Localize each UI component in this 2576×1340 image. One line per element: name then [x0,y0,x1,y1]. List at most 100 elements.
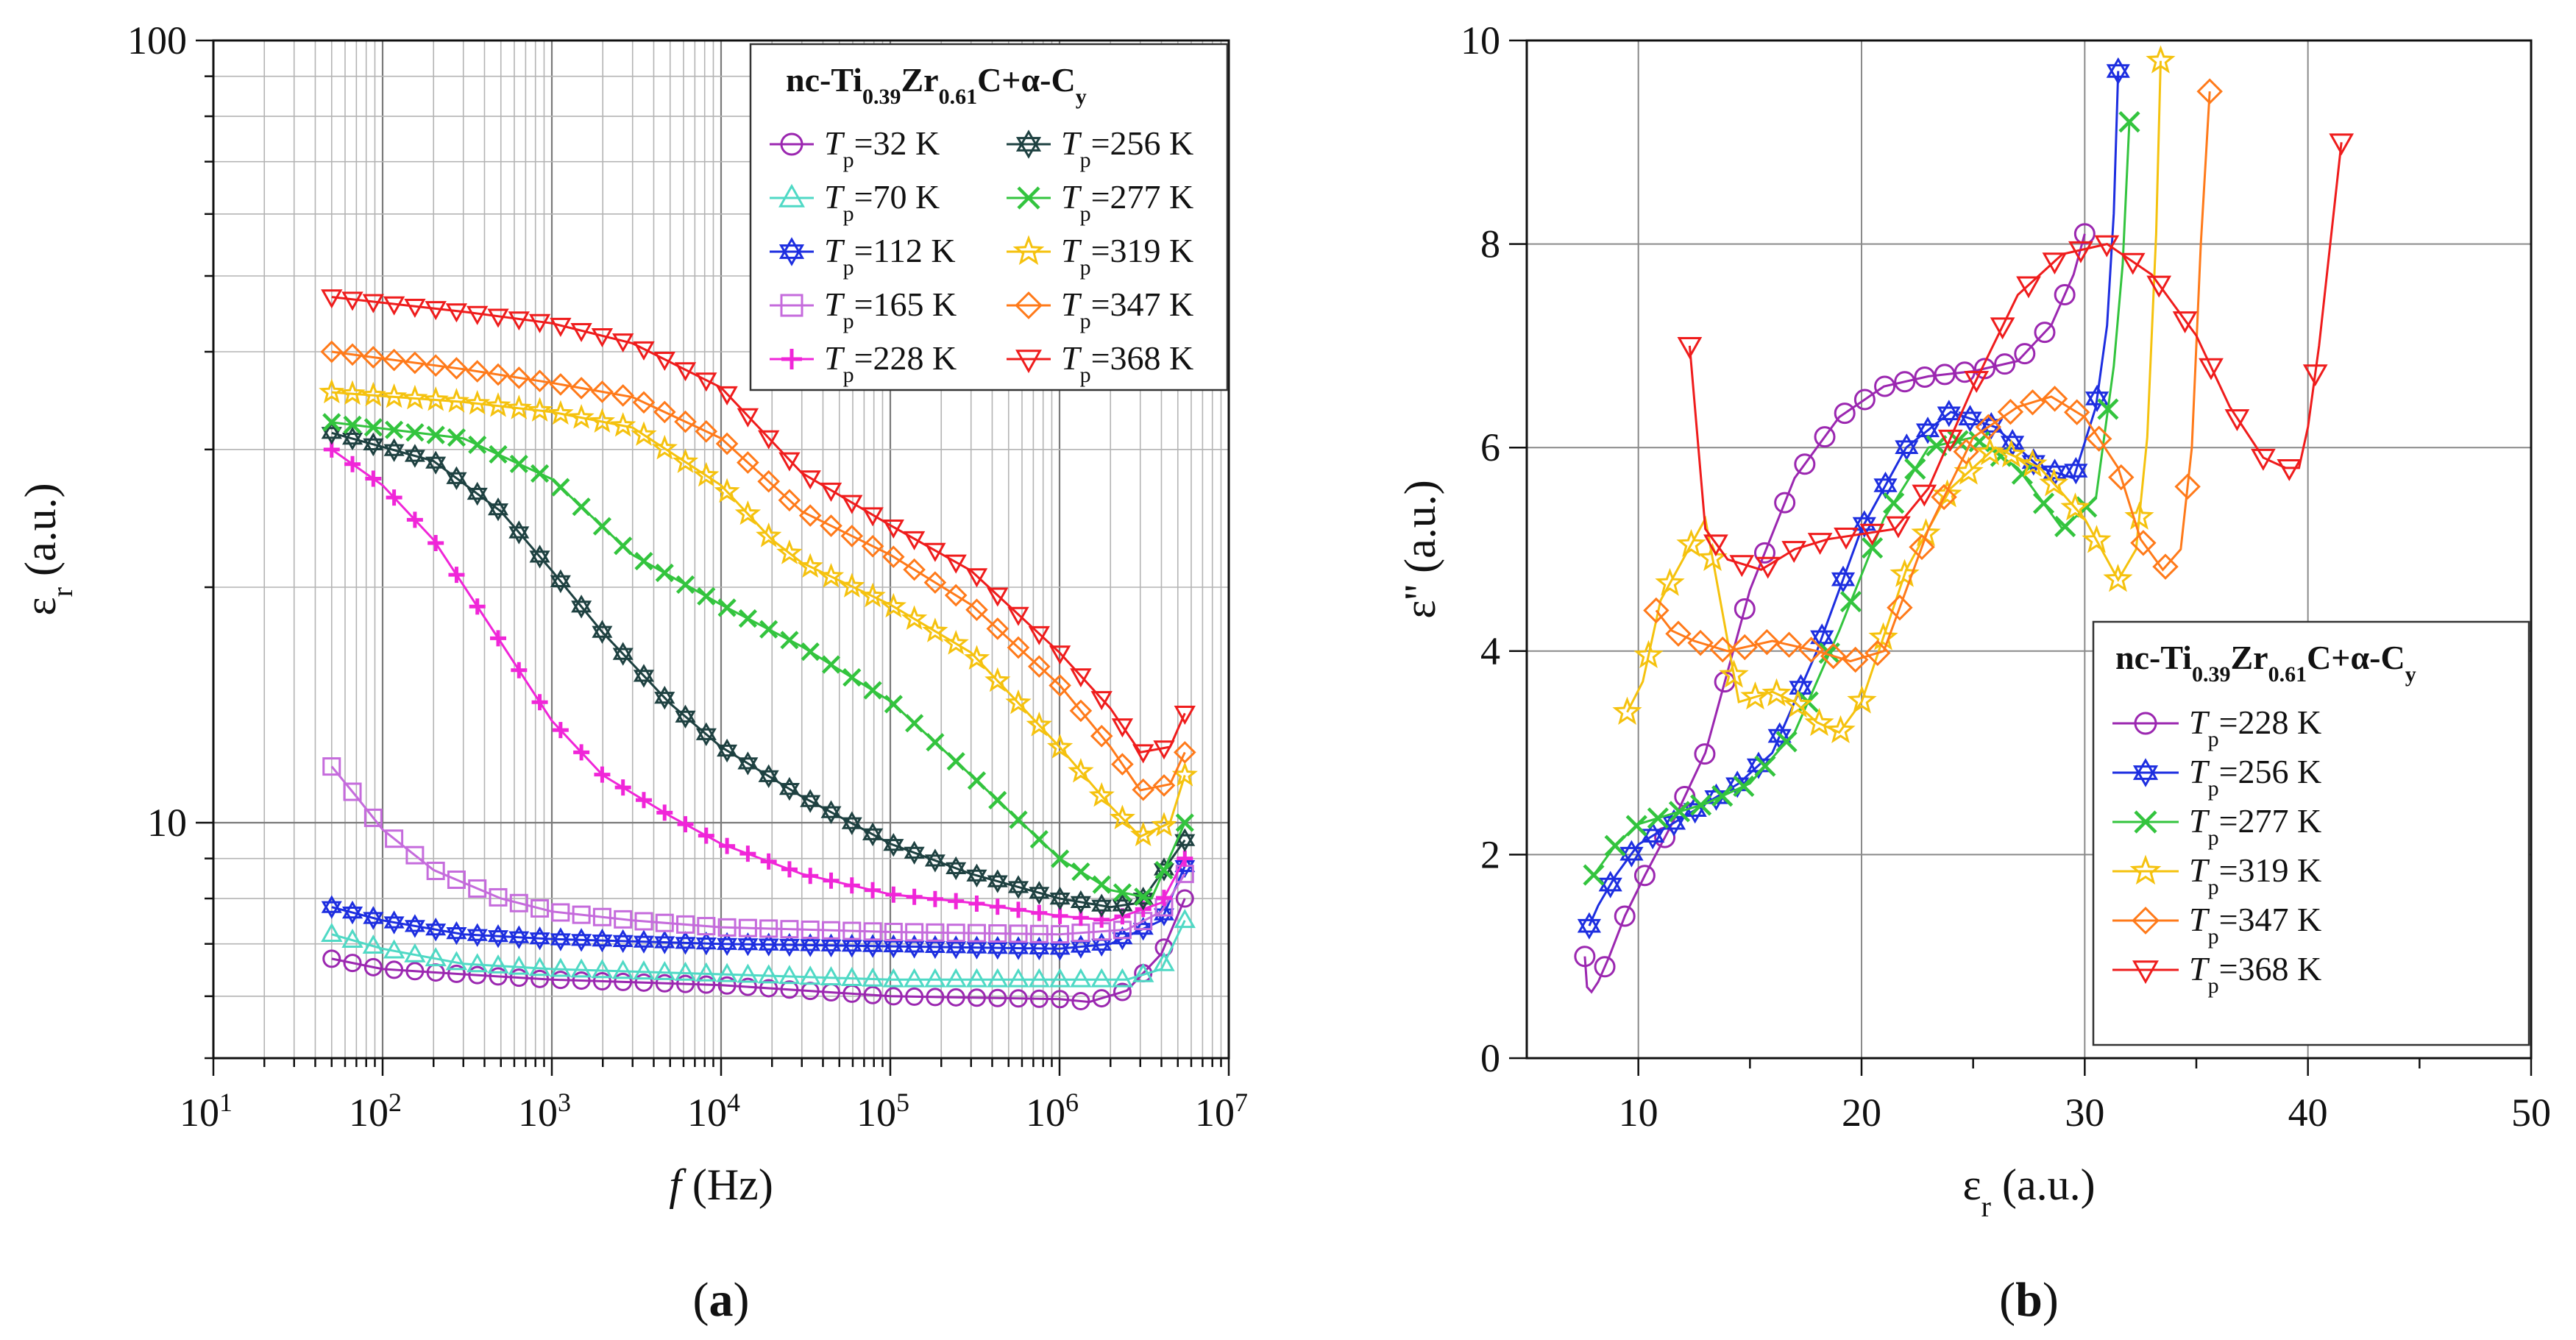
data-point [1774,492,1796,514]
data-point [2034,322,2056,344]
data-point [592,517,612,536]
panel-label: (a) [693,1273,750,1327]
series-line [330,765,1186,936]
data-point [945,935,967,960]
data-point [383,910,405,935]
data-point [1174,909,1196,929]
data-point [988,790,1007,809]
data-point [1740,681,1770,710]
data-point [1709,636,1736,663]
data-point [1665,620,1692,647]
data-point [965,568,988,588]
data-point [1883,492,1905,514]
data-point [363,418,383,437]
data-point [759,919,778,938]
legend-marker-circle [2134,712,2157,735]
data-point [984,667,1011,692]
data-point [1029,924,1049,943]
data-point [1031,904,1048,921]
data-point [422,386,449,411]
data-point [489,444,508,464]
data-point [963,645,990,670]
data-point [717,598,737,617]
data-point [2094,235,2120,258]
data-point [1109,804,1135,830]
data-point [780,920,799,939]
data-point [987,869,1008,893]
data-point [547,400,574,425]
data-point [344,455,361,472]
data-point [342,900,363,925]
data-point [591,959,614,979]
data-point [634,912,653,931]
data-point [468,879,487,898]
data-point [653,960,675,980]
data-point [592,620,613,644]
data-point [571,928,592,952]
legend-label: Tp=319 K [2189,851,2321,899]
data-point [570,377,593,400]
data-point [490,630,507,647]
data-point [1719,659,1749,688]
data-point [2085,425,2112,452]
data-point [322,757,341,776]
data-point [1794,453,1816,475]
data-point [1614,905,1636,927]
data-point [698,827,714,844]
data-point [1583,864,1605,886]
data-point [614,779,631,796]
data-point [2019,389,2046,416]
x-axis-label: εr (a.u.) [1962,1160,2095,1223]
data-point [1814,426,1836,448]
data-point [924,542,946,562]
data-point [614,972,633,991]
data-point [425,450,447,475]
data-point [1009,924,1028,943]
data-point [2063,399,2090,425]
data-point [383,348,405,372]
data-point [614,536,633,556]
data-point [2082,525,2112,553]
legend-entry-112K: Tp=112 K [770,232,956,280]
x-tick-label: 104 [687,1088,740,1135]
y-axis-label: ε'' (a.u.) [1396,480,1444,618]
data-point [343,782,362,801]
data-point [717,738,738,763]
data-point [1937,429,1963,452]
data-point [426,425,445,444]
data-point [883,833,904,857]
data-point [589,408,616,433]
data-point [654,686,675,710]
legend-marker-star6 [778,237,805,266]
legend-entry-368K: Tp=368 K [1007,339,1193,387]
data-point [880,592,906,618]
data-point [738,609,757,628]
legend-marker-circle [780,132,803,156]
data-point [1711,785,1734,807]
data-point [1029,989,1049,1008]
y-tick-label: 8 [1480,222,1500,266]
data-point [1092,989,1111,1008]
data-point [1008,875,1029,899]
data-point [445,303,468,323]
data-point [610,412,636,437]
legend-label: Tp=277 K [2189,802,2321,850]
data-point [1151,812,1177,837]
data-point [758,964,780,984]
data-point [447,871,466,890]
data-point [528,369,551,393]
data-point [758,430,780,450]
data-point [1009,810,1028,829]
legend-label: Tp=347 K [2189,901,2321,949]
data-point [322,413,341,432]
data-point [489,887,508,907]
data-point [1894,371,1916,393]
data-point [363,432,384,457]
data-point [508,925,530,949]
data-point [715,432,739,455]
data-point [1975,414,2002,441]
data-point [1964,371,1990,394]
data-point [841,966,863,986]
data-point [362,294,384,313]
data-point [2054,515,2076,538]
